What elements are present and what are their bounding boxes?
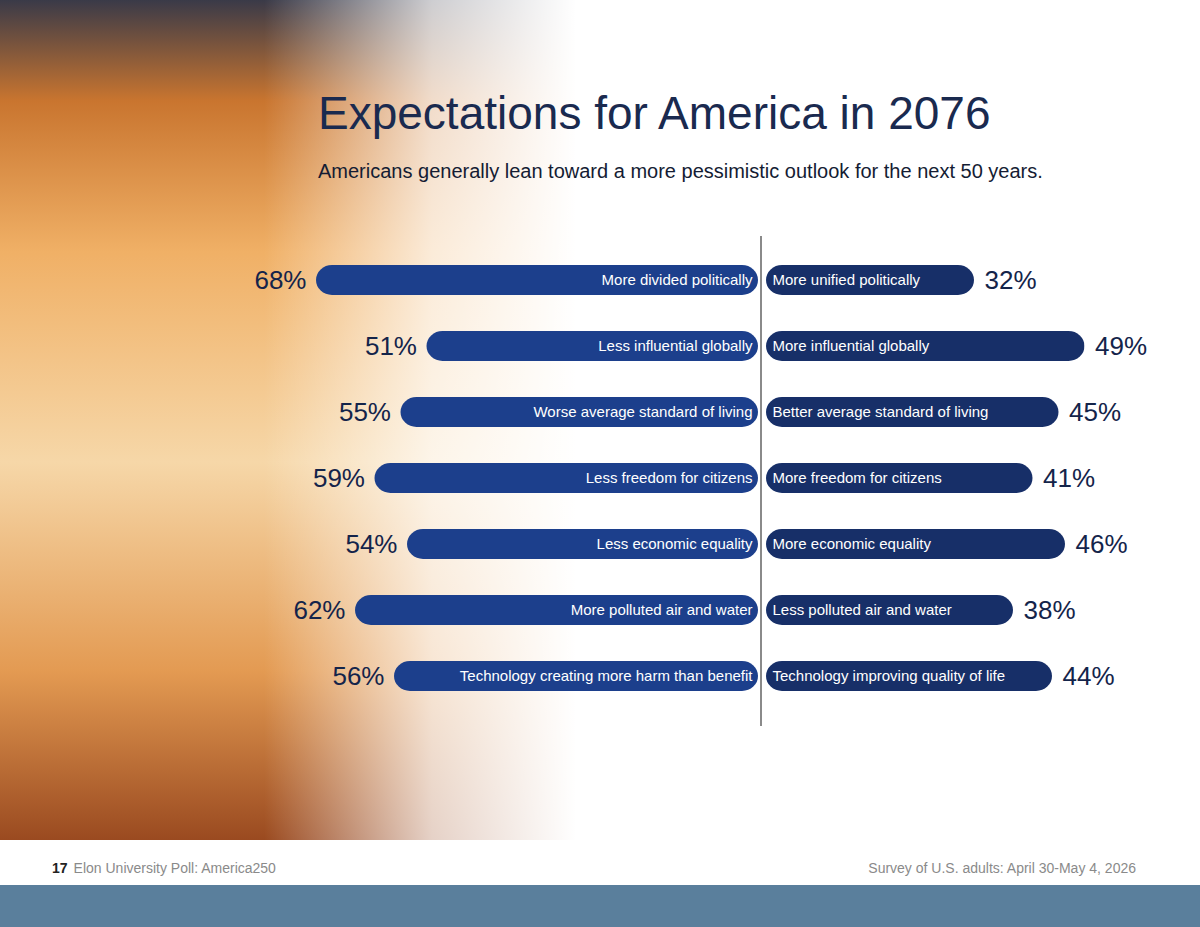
svg-text:41%: 41% xyxy=(1043,463,1095,493)
html-text:Expectations for America in 20: Expectations for America in 2076 xyxy=(318,87,991,139)
html-text:Americans generally lean towar: Americans generally lean toward a more p… xyxy=(318,160,1043,182)
svg-text:55%: 55% xyxy=(339,397,391,427)
svg-text:44%: 44% xyxy=(1063,661,1115,691)
svg-text:Less polluted air and water: Less polluted air and water xyxy=(773,601,952,618)
svg-text:51%: 51% xyxy=(365,331,417,361)
html-text:17 Elon University Poll: Ameri: 17 Elon University Poll: America250 xyxy=(52,860,276,876)
svg-text:59%: 59% xyxy=(313,463,365,493)
svg-text:62%: 62% xyxy=(293,595,345,625)
svg-text:Less freedom for citizens: Less freedom for citizens xyxy=(586,469,753,486)
svg-text:More freedom for citizens: More freedom for citizens xyxy=(773,469,942,486)
svg-text:46%: 46% xyxy=(1076,529,1128,559)
svg-text:Less economic equality: Less economic equality xyxy=(597,535,753,552)
svg-text:Worse average standard of livi: Worse average standard of living xyxy=(533,403,752,420)
svg-text:More influential globally: More influential globally xyxy=(773,337,930,354)
svg-text:38%: 38% xyxy=(1024,595,1076,625)
svg-text:Less influential globally: Less influential globally xyxy=(598,337,753,354)
svg-text:54%: 54% xyxy=(345,529,397,559)
svg-text:More economic equality: More economic equality xyxy=(773,535,932,552)
svg-text:49%: 49% xyxy=(1095,331,1147,361)
svg-text:More polluted air and water: More polluted air and water xyxy=(571,601,753,618)
svg-text:68%: 68% xyxy=(254,265,306,295)
svg-text:Technology creating more harm: Technology creating more harm than benef… xyxy=(460,667,754,684)
svg-text:Technology improving quality o: Technology improving quality of life xyxy=(773,667,1006,684)
svg-text:More divided politically: More divided politically xyxy=(602,271,753,288)
svg-text:56%: 56% xyxy=(332,661,384,691)
svg-text:More unified politically: More unified politically xyxy=(773,271,921,288)
html-text:Survey of U.S. adults: April 3: Survey of U.S. adults: April 30-May 4, 2… xyxy=(868,860,1136,876)
svg-text:32%: 32% xyxy=(985,265,1037,295)
svg-text:Better average standard of liv: Better average standard of living xyxy=(773,403,989,420)
svg-text:45%: 45% xyxy=(1069,397,1121,427)
